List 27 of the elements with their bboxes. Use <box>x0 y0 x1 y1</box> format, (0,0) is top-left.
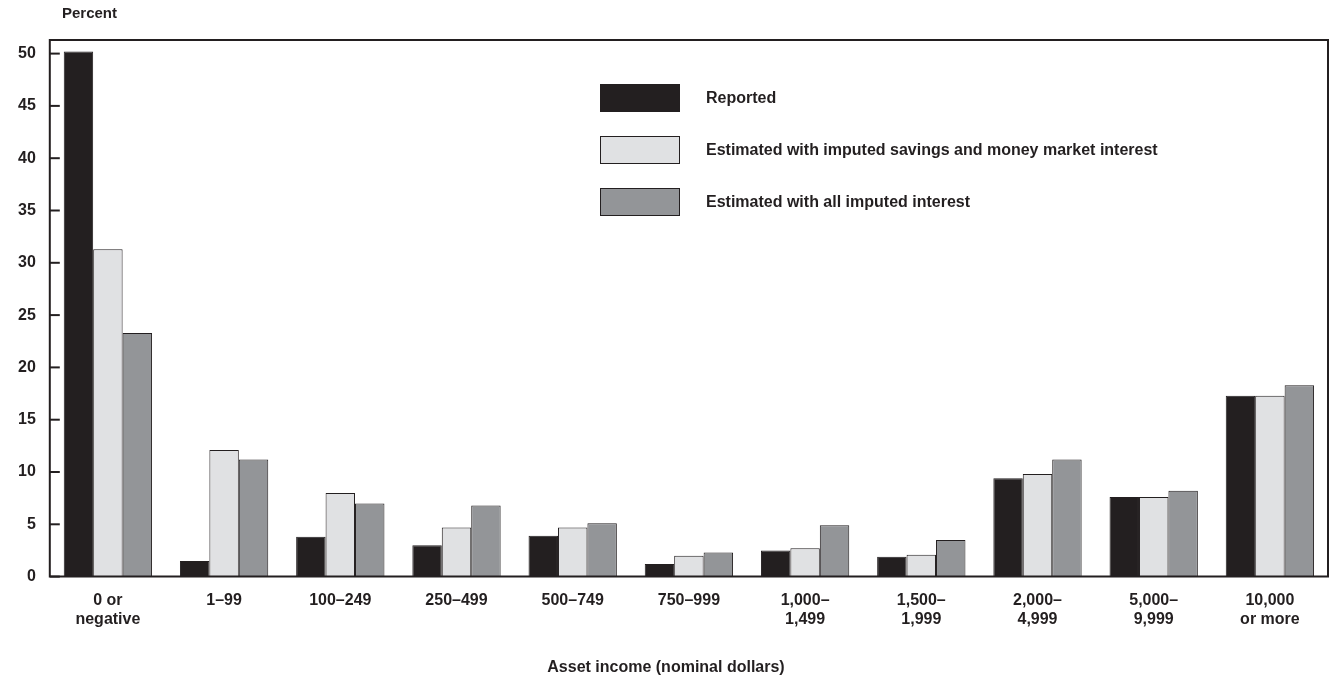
legend-label: Reported <box>706 89 777 107</box>
x-axis-title: Asset income (nominal dollars) <box>546 658 786 676</box>
x-tick-label: 10,000 or more <box>1240 590 1300 627</box>
legend-label: Estimated with all imputed interest <box>706 193 971 211</box>
x-tick-label: 1,000–1,499 <box>780 590 830 627</box>
x-tick-label: 100–249 <box>309 590 372 608</box>
y-tick-label: 50 <box>18 44 36 61</box>
x-tick-label: 250–499 <box>425 590 488 608</box>
x-tick-label: 5,000–9,999 <box>1129 590 1179 627</box>
x-tick-label: 2,000–4,999 <box>1013 590 1063 627</box>
x-tick-label: 750–999 <box>657 590 721 608</box>
x-tick-label: 0 or negative <box>75 590 141 627</box>
y-tick-label: 20 <box>18 357 36 375</box>
y-tick-label: 30 <box>18 253 36 271</box>
y-tick-label: 35 <box>18 200 36 218</box>
y-axis-title: Percent <box>62 4 118 21</box>
y-tick-label: 15 <box>18 410 36 428</box>
x-tick-label: 1,500–1,999 <box>896 590 946 627</box>
y-tick-label: 0 <box>26 567 36 585</box>
x-tick-label: 500–749 <box>541 590 604 608</box>
x-tick-label: 1–99 <box>206 590 242 608</box>
y-tick-label: 25 <box>18 305 36 323</box>
y-tick-label: 5 <box>26 514 36 532</box>
y-tick-label: 10 <box>18 462 36 480</box>
y-tick-label: 40 <box>18 148 36 166</box>
y-tick-label: 45 <box>18 96 36 114</box>
legend-label: Estimated with imputed savings and money market interest <box>706 141 1158 159</box>
